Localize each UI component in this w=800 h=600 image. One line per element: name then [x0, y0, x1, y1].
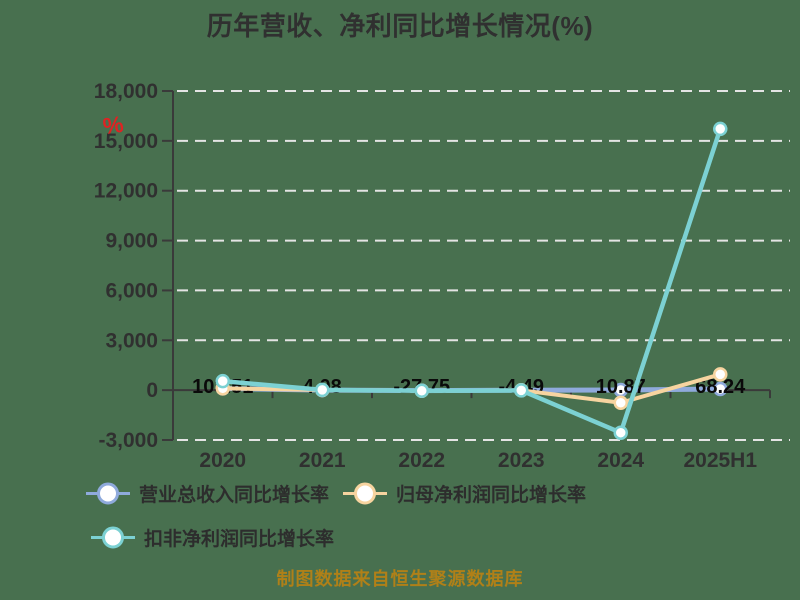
y-tick-label: 6,000: [105, 279, 158, 302]
data-source-note: 制图数据来自恒生聚源数据库: [276, 569, 524, 589]
series-point: [613, 425, 628, 440]
data-label: 68.24: [695, 376, 746, 398]
series-point: [713, 121, 728, 137]
series-line-2: [220, 126, 723, 435]
legend-marker-net-profit-icon: [343, 482, 387, 505]
legend-label-revenue: 营业总收入同比增长率: [139, 485, 330, 506]
y-tick-label: 18,000: [94, 80, 158, 103]
y-tick-label: 15,000: [94, 130, 158, 153]
chart-title: 历年营收、净利同比增长情况(%): [206, 11, 594, 41]
legend-item-net-profit: 归母净利润同比增长率: [343, 480, 586, 507]
y-tick-label: 12,000: [94, 180, 158, 203]
legend-circle: [97, 482, 119, 505]
x-tick-label: 2024: [597, 449, 644, 472]
y-tick-label: 3,000: [105, 329, 158, 352]
series-point: [215, 373, 230, 389]
series-point: [514, 383, 529, 398]
x-tick-label: 2025H1: [683, 449, 757, 472]
x-tick-label: 2021: [299, 449, 346, 472]
legend-circle: [354, 482, 376, 505]
series-point: [315, 382, 330, 398]
legend-circle: [102, 526, 124, 549]
legend-item-deducted-profit: 扣非净利润同比增长率: [91, 524, 334, 551]
legend-label-net-profit: 归母净利润同比增长率: [396, 485, 587, 506]
series-point: [713, 367, 728, 382]
legend-marker-deducted-profit-icon: [91, 526, 135, 549]
legend-item-revenue: 营业总收入同比增长率: [86, 480, 329, 507]
series-point: [713, 381, 728, 397]
x-tick-label: 2023: [498, 449, 545, 472]
legend-label-deducted-profit: 扣非净利润同比增长率: [144, 529, 335, 550]
y-tick-label: 0: [146, 379, 158, 402]
y-tick-label: 9,000: [105, 230, 158, 253]
series-point: [414, 383, 429, 399]
red-percent-mark: %: [101, 110, 126, 140]
x-tick-label: 2022: [398, 449, 445, 472]
y-tick-label: -3,000: [98, 429, 158, 452]
series-point: [613, 395, 628, 411]
legend-marker-revenue-icon: [86, 482, 130, 505]
x-tick-label: 2020: [199, 449, 246, 472]
